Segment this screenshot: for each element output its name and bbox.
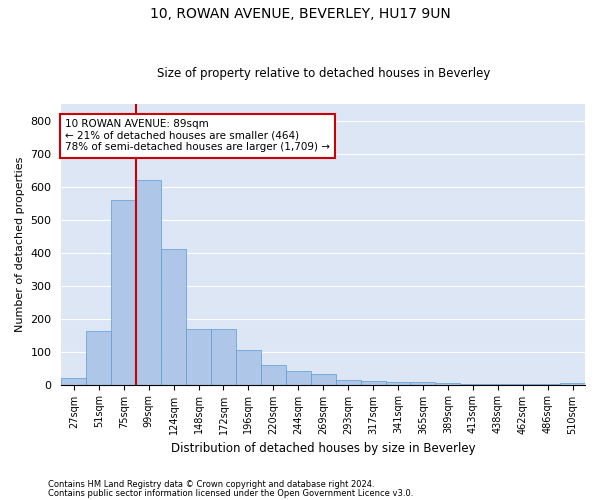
Bar bbox=[261, 366, 286, 384]
Bar bbox=[386, 382, 410, 384]
Y-axis label: Number of detached properties: Number of detached properties bbox=[15, 156, 25, 332]
Bar bbox=[211, 328, 236, 384]
Text: 10, ROWAN AVENUE, BEVERLEY, HU17 9UN: 10, ROWAN AVENUE, BEVERLEY, HU17 9UN bbox=[149, 8, 451, 22]
Bar bbox=[86, 331, 111, 384]
Bar bbox=[286, 370, 311, 384]
Text: Contains HM Land Registry data © Crown copyright and database right 2024.: Contains HM Land Registry data © Crown c… bbox=[48, 480, 374, 489]
Text: Contains public sector information licensed under the Open Government Licence v3: Contains public sector information licen… bbox=[48, 488, 413, 498]
Bar bbox=[410, 382, 436, 384]
Bar bbox=[436, 383, 460, 384]
Bar bbox=[560, 382, 585, 384]
Bar bbox=[61, 378, 86, 384]
Bar bbox=[186, 328, 211, 384]
Text: 10 ROWAN AVENUE: 89sqm
← 21% of detached houses are smaller (464)
78% of semi-de: 10 ROWAN AVENUE: 89sqm ← 21% of detached… bbox=[65, 119, 330, 152]
Bar bbox=[111, 200, 136, 384]
Bar bbox=[361, 382, 386, 384]
Bar bbox=[311, 374, 335, 384]
X-axis label: Distribution of detached houses by size in Beverley: Distribution of detached houses by size … bbox=[171, 442, 476, 455]
Bar bbox=[236, 350, 261, 384]
Title: Size of property relative to detached houses in Beverley: Size of property relative to detached ho… bbox=[157, 66, 490, 80]
Bar bbox=[161, 250, 186, 384]
Bar bbox=[136, 180, 161, 384]
Bar bbox=[335, 380, 361, 384]
